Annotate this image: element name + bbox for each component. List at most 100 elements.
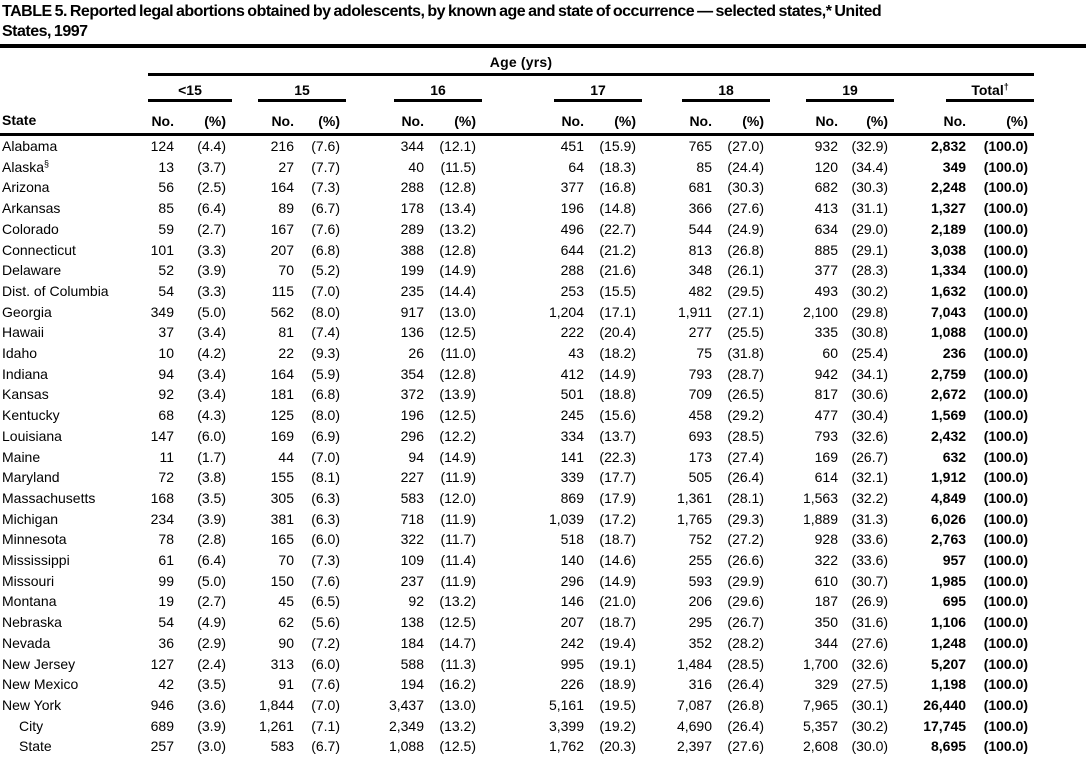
pct-cell: (32.1) bbox=[851, 469, 889, 486]
table-row: Kentucky 68 (4.3) 125 (8.0) 196 (12.5) 245 (15.6… bbox=[0, 405, 1086, 426]
pct-cell: (6.9) bbox=[311, 427, 340, 444]
table-row: Kansas 92 (3.4) 181 (6.8) 372 (13.9) 501 (18.8) 7… bbox=[0, 384, 1086, 405]
pct-cell: (100.0) bbox=[983, 282, 1029, 299]
table-row: Idaho 10 (4.2) 22 (9.3) 26 (11.0) 43 (18.2) 75 (31… bbox=[0, 343, 1086, 364]
pct-cell: (16.8) bbox=[599, 179, 636, 196]
pct-cell: (6.0) bbox=[197, 427, 226, 444]
no-cell: 178 bbox=[400, 200, 424, 217]
no-cell: 562 bbox=[270, 303, 294, 320]
no-cell: 610 bbox=[814, 572, 838, 589]
footnote-marker: § bbox=[44, 158, 50, 169]
row-pad bbox=[1034, 219, 1086, 240]
pct-cell: (18.8) bbox=[599, 386, 636, 403]
pct-cell: (100.0) bbox=[983, 345, 1029, 362]
no-cell: 5,207 bbox=[931, 655, 967, 672]
no-cell: 2,608 bbox=[802, 738, 838, 755]
no-cell: 52 bbox=[158, 262, 174, 279]
table-row: Michigan 234 (3.9) 381 (6.3) 718 (11.9) 1,039 (1… bbox=[0, 509, 1086, 530]
no-cell: 199 bbox=[400, 262, 424, 279]
pct-cell: (100.0) bbox=[983, 303, 1029, 320]
no-cell: 718 bbox=[400, 510, 424, 527]
pct-cell: (22.3) bbox=[599, 448, 636, 465]
table-row: State 257 (3.0) 583 (6.7) 1,088 (12.5) 1,762 (20… bbox=[0, 736, 1086, 757]
pct-cell: (3.9) bbox=[197, 262, 226, 279]
no-cell: 349 bbox=[942, 158, 967, 175]
pct-cell: (29.1) bbox=[851, 241, 889, 258]
no-cell: 120 bbox=[814, 158, 838, 175]
no-cell: 168 bbox=[150, 489, 174, 506]
pct-cell: (32.9) bbox=[851, 138, 889, 154]
pct-cell: (100.0) bbox=[983, 158, 1029, 175]
no-cell: 75 bbox=[696, 345, 712, 362]
no-cell: 13 bbox=[158, 158, 174, 175]
table-row: Alabama 124 (4.4) 216 (7.6) 344 (12.1) 451 (15.9… bbox=[0, 135, 1086, 157]
pct-cell: (20.3) bbox=[599, 738, 636, 755]
pct-column-header: (%) bbox=[846, 102, 895, 136]
pct-cell: (21.0) bbox=[599, 593, 636, 610]
no-cell: 354 bbox=[400, 365, 424, 382]
no-cell: 8,695 bbox=[931, 738, 967, 755]
pct-cell: (29.2) bbox=[727, 407, 764, 424]
no-cell: 695 bbox=[942, 593, 967, 610]
pct-cell: (26.4) bbox=[727, 676, 764, 693]
row-pad bbox=[1034, 550, 1086, 571]
pct-cell: (29.0) bbox=[851, 220, 889, 237]
no-cell: 17,745 bbox=[923, 717, 967, 734]
pct-cell: (6.4) bbox=[197, 200, 226, 217]
table-row: Maryland 72 (3.8) 155 (8.1) 227 (11.9) 339 (17.7… bbox=[0, 467, 1086, 488]
no-cell: 184 bbox=[400, 634, 424, 651]
no-cell: 1,912 bbox=[931, 469, 967, 486]
age-group-header-18: 18 bbox=[642, 75, 770, 102]
pct-cell: (7.6) bbox=[311, 138, 340, 154]
state-name-cell: Nebraska bbox=[2, 614, 62, 631]
pct-cell: (11.0) bbox=[440, 345, 476, 362]
no-cell: 381 bbox=[270, 510, 294, 527]
total-span-rule bbox=[894, 48, 1035, 76]
no-cell: 709 bbox=[688, 386, 712, 403]
row-pad bbox=[1034, 198, 1086, 219]
pct-cell: (3.3) bbox=[197, 282, 226, 299]
state-name-cell: Arkansas bbox=[2, 200, 61, 217]
pct-cell: (100.0) bbox=[983, 593, 1029, 610]
pct-cell: (100.0) bbox=[983, 200, 1029, 217]
age-group-header-lt15: <15 bbox=[148, 75, 232, 102]
no-cell: 6,026 bbox=[931, 510, 967, 527]
no-cell: 885 bbox=[814, 241, 838, 258]
table-row: Maine 11 (1.7) 44 (7.0) 94 (14.9) 141 (22.3) 173 (… bbox=[0, 447, 1086, 468]
pct-cell: (26.8) bbox=[727, 241, 764, 258]
pct-cell: (12.5) bbox=[439, 324, 476, 341]
pct-cell: (27.6) bbox=[851, 634, 889, 651]
pct-cell: (6.3) bbox=[311, 510, 340, 527]
no-cell: 245 bbox=[560, 407, 584, 424]
no-cell: 1,261 bbox=[258, 717, 294, 734]
age-group-label: 15 bbox=[258, 82, 346, 102]
no-cell: 765 bbox=[688, 138, 712, 154]
no-cell: 451 bbox=[560, 138, 584, 154]
pct-cell: (11.4) bbox=[440, 552, 476, 569]
no-cell: 350 bbox=[814, 614, 838, 631]
pct-cell: (27.6) bbox=[727, 200, 764, 217]
pct-cell: (13.2) bbox=[439, 717, 476, 734]
no-cell: 19 bbox=[158, 593, 174, 610]
no-cell: 242 bbox=[560, 634, 584, 651]
no-cell: 496 bbox=[560, 220, 584, 237]
no-cell: 322 bbox=[814, 552, 838, 569]
no-cell: 115 bbox=[271, 282, 294, 299]
no-cell: 1,563 bbox=[802, 489, 838, 506]
table-row: Hawaii 37 (3.4) 81 (7.4) 136 (12.5) 222 (20.4) 27… bbox=[0, 322, 1086, 343]
no-cell: 59 bbox=[158, 220, 174, 237]
no-cell: 388 bbox=[400, 241, 424, 258]
pct-cell: (100.0) bbox=[983, 220, 1029, 237]
row-pad bbox=[1034, 509, 1086, 530]
state-name-cell: Colorado bbox=[2, 220, 59, 237]
age-group-header-total: Total† bbox=[894, 75, 1035, 102]
state-name-cell: Kentucky bbox=[2, 407, 60, 424]
no-cell: 253 bbox=[560, 282, 584, 299]
state-name-cell: City bbox=[19, 717, 44, 734]
pct-cell: (7.3) bbox=[311, 179, 340, 196]
no-cell: 3,038 bbox=[931, 241, 967, 258]
no-cell: 352 bbox=[688, 634, 712, 651]
no-cell: 1,700 bbox=[802, 655, 838, 672]
pct-cell: (11.9) bbox=[440, 572, 476, 589]
no-cell: 68 bbox=[158, 407, 174, 424]
